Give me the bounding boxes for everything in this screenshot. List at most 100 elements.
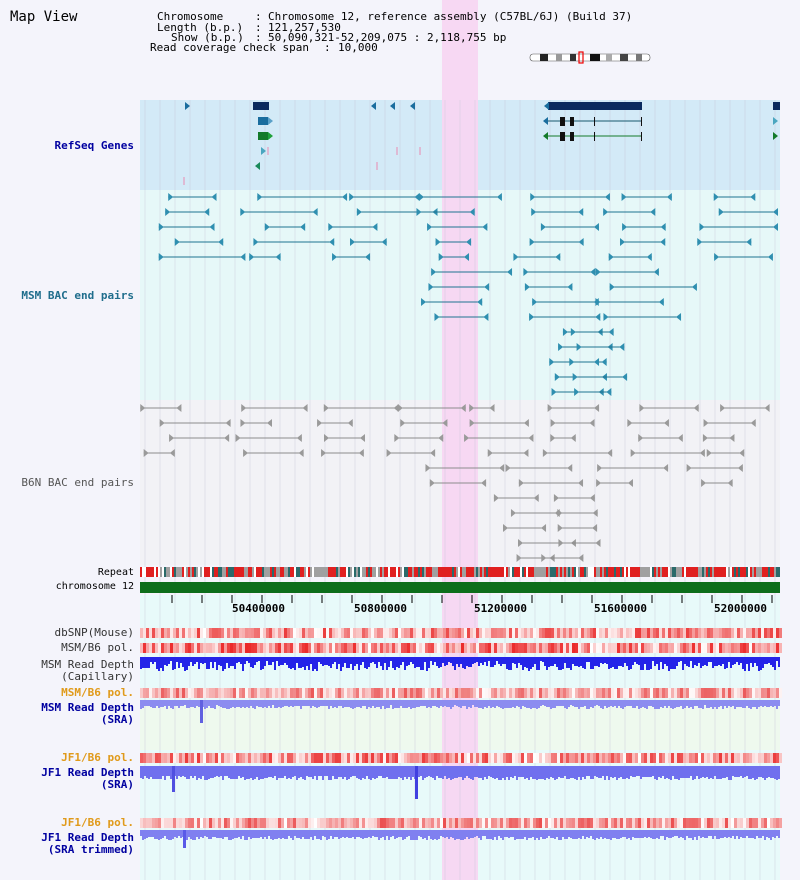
repeat-cell <box>580 567 582 577</box>
repeat-cell <box>236 567 238 577</box>
jf1-trim-depth-bar <box>524 830 526 837</box>
dbsnp-heat-cell <box>233 628 236 638</box>
repeat-cell <box>622 567 624 577</box>
msm-sra-depth-bar <box>176 700 178 706</box>
jf1-depth-bar <box>484 766 486 777</box>
jf1-trim-depth-bar <box>534 830 536 840</box>
jf1-pol-heat-cell <box>644 753 647 763</box>
dbsnp-heat-cell <box>662 628 665 638</box>
msm-bac-end <box>697 238 703 246</box>
repeat-cell <box>676 567 678 577</box>
depth-spike <box>172 766 175 792</box>
msm-pol-sra-heat-cell <box>767 688 770 698</box>
repeat-cell <box>618 567 620 577</box>
dbsnp-heat-cell <box>185 628 188 638</box>
jf1-trim-depth-bar <box>398 830 400 837</box>
msm-depth-capillary-label[interactable]: MSM Read Depth <box>41 658 134 671</box>
dbsnp-heat-cell <box>629 628 632 638</box>
msm-pol-sra-heat-cell <box>341 688 344 698</box>
dbsnp-heat-cell <box>653 628 656 638</box>
msm-cap-depth-bar <box>672 657 674 669</box>
dbsnp-label[interactable]: dbSNP(Mouse) <box>54 626 134 639</box>
jf1-depth-bar <box>666 766 668 778</box>
msm-pol-sra-heat-cell <box>443 688 446 698</box>
jf1-pol-trim-heat-cell <box>353 818 356 828</box>
jf1-pol-heat-cell <box>518 753 521 763</box>
msm-pol-heat-cell <box>158 643 161 653</box>
msm-cap-depth-bar <box>152 657 154 664</box>
repeat-cell <box>652 567 654 577</box>
msm-sra-depth-bar <box>538 700 540 708</box>
b6n-bac-label[interactable]: B6N BAC end pairs <box>21 476 134 489</box>
jf1-b6-pol-label[interactable]: JF1/B6 pol. <box>61 751 134 764</box>
jf1-trim-depth-bar <box>476 830 478 836</box>
msm-sra-depth-bar <box>586 700 588 709</box>
jf1-pol-trim-heat-cell <box>404 818 407 828</box>
jf1-pol-heat-cell <box>596 753 599 763</box>
jf1-depth-bar <box>586 766 588 776</box>
msm-b6-pol-sra-label[interactable]: MSM/B6 pol. <box>61 686 134 699</box>
jf1-pol-trim-heat-cell <box>401 818 404 828</box>
jf1-b6-pol-trim-label[interactable]: JF1/B6 pol. <box>61 816 134 829</box>
msm-cap-depth-bar <box>724 657 726 669</box>
msm-pol-sra-heat-cell <box>338 688 341 698</box>
msm-depth-sra-label[interactable]: MSM Read Depth <box>41 701 134 714</box>
msm-pol-sra-heat-cell <box>521 688 524 698</box>
jf1-trim-depth-bar <box>172 830 174 839</box>
refseq-genes-label[interactable]: RefSeq Genes <box>54 139 134 152</box>
jf1-trim-depth-bar <box>286 830 288 839</box>
gene-arrow <box>543 132 548 140</box>
jf1-trim-depth-bar <box>726 830 728 838</box>
repeat-cell <box>320 567 322 577</box>
dbsnp-heat-cell <box>344 628 347 638</box>
jf1-trim-depth-bar <box>470 830 472 838</box>
axis-tick-label: 50800000 <box>354 602 407 615</box>
repeat-cell <box>246 567 248 577</box>
jf1-pol-trim-heat-cell <box>512 818 515 828</box>
jf1-trim-label[interactable]: JF1 Read Depth <box>41 831 134 844</box>
repeat-cell <box>258 567 260 577</box>
jf1-trim-depth-bar <box>394 830 396 839</box>
jf1-trim-depth-bar <box>294 830 296 836</box>
msm-sra-depth-bar <box>584 700 586 706</box>
jf1-depth-bar <box>760 766 762 777</box>
dbsnp-heat-cell <box>371 628 374 638</box>
msm-bac-label[interactable]: MSM BAC end pairs <box>21 289 134 302</box>
dbsnp-heat-cell <box>425 628 428 638</box>
msm-sra-depth-bar <box>368 700 370 707</box>
jf1-depth-bar <box>662 766 664 776</box>
msm-bac-end <box>540 223 546 231</box>
msm-pol-sra-heat-cell <box>668 688 671 698</box>
dbsnp-heat-cell <box>536 628 539 638</box>
jf1-pol-trim-heat-cell <box>596 818 599 828</box>
repeat-cell <box>542 567 544 577</box>
jf1-pol-heat-cell <box>389 753 392 763</box>
msm-pol-sra-heat-cell <box>515 688 518 698</box>
jf1-trim-depth-bar <box>572 830 574 839</box>
dbsnp-heat-cell <box>758 628 761 638</box>
msm-cap-depth-bar <box>246 657 248 661</box>
repeat-cell <box>490 567 492 577</box>
b6n-bac-end <box>542 449 548 457</box>
repeat-cell <box>662 567 664 577</box>
jf1-trim-depth-bar <box>528 830 530 838</box>
jf1-trim-depth-bar <box>594 830 596 840</box>
jf1-trim-depth-bar <box>500 830 502 838</box>
msm-b6-pol-label[interactable]: MSM/B6 pol. <box>61 641 134 654</box>
b6n-bac-end <box>386 449 392 457</box>
jf1-pol-trim-heat-cell <box>146 818 149 828</box>
msm-pol-heat-cell <box>554 643 557 653</box>
msm-sra-depth-bar <box>158 700 160 708</box>
msm-sra-depth-bar <box>530 700 532 709</box>
b6n-bac-end <box>321 449 327 457</box>
repeat-cell <box>512 567 514 577</box>
repeat-cell <box>608 567 610 577</box>
msm-cap-depth-bar <box>572 657 574 664</box>
jf1-depth-label[interactable]: JF1 Read Depth <box>41 766 134 779</box>
jf1-trim-depth-bar <box>772 830 774 837</box>
jf1-depth-bar <box>396 766 398 779</box>
jf1-pol-heat-cell <box>377 753 380 763</box>
dbsnp-heat-cell <box>485 628 488 638</box>
jf1-depth-bar <box>514 766 516 776</box>
dbsnp-heat-cell <box>704 628 707 638</box>
